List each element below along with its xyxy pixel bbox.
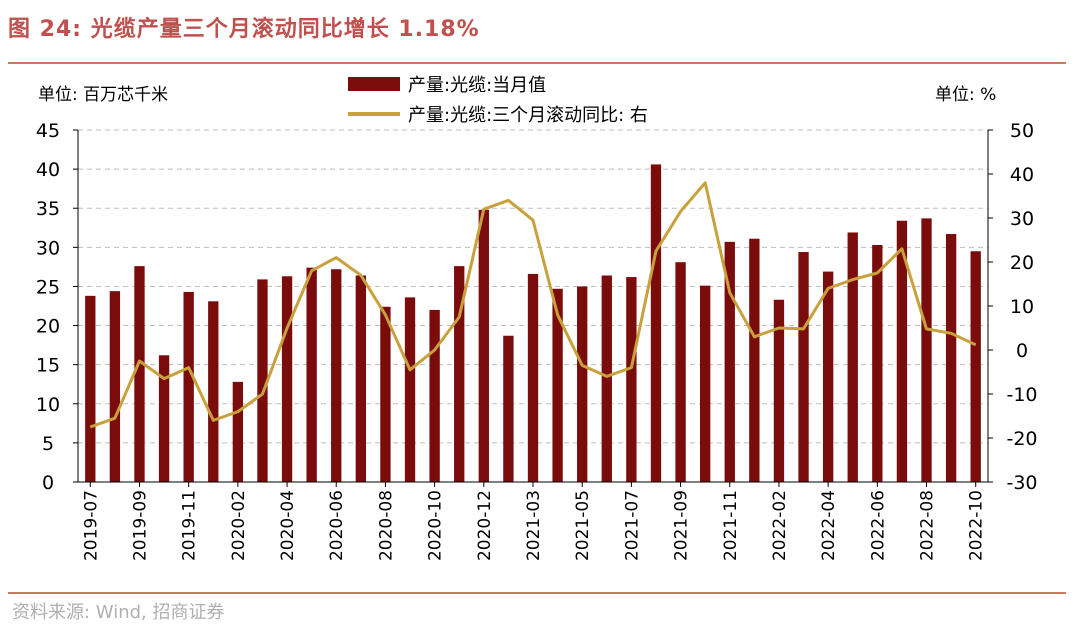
left-tick-label: 30 (36, 237, 60, 259)
left-axis-unit: 单位: 百万芯千米 (38, 85, 169, 105)
x-tick-label: 2020-10 (426, 490, 446, 561)
bar (257, 279, 268, 482)
left-tick-label: 20 (36, 316, 60, 338)
tick-labels: 0 5 10 15 20 25 30 35 40 45 -30 -20 -10 0 10 20 30 40 50 20… (36, 120, 1038, 561)
top-divider (8, 62, 1066, 64)
bar (109, 291, 121, 482)
right-tick-label: 0 (1016, 340, 1028, 362)
bar (158, 355, 170, 482)
bar (699, 285, 711, 482)
bar (281, 276, 293, 482)
bar (675, 262, 686, 482)
bar-series (85, 164, 981, 482)
x-tick-label: 2020-02 (229, 490, 249, 561)
left-tick-label: 5 (42, 433, 54, 455)
bar (847, 232, 858, 482)
bar (232, 381, 244, 482)
bar (822, 271, 834, 482)
x-tick-label: 2022-08 (918, 490, 938, 561)
bar (970, 251, 981, 482)
bar (306, 267, 317, 482)
bar (503, 335, 514, 482)
x-tick-label: 2021-03 (524, 490, 544, 561)
legend-bar-label: 产量:光缆:当月值 (408, 75, 547, 96)
x-tick-label: 2022-04 (819, 490, 839, 561)
right-axis-unit: 单位: % (935, 85, 997, 105)
x-tick-label: 2022-06 (868, 490, 888, 561)
x-tick-label: 2019-11 (180, 490, 200, 561)
bar (429, 309, 440, 482)
bar (921, 218, 932, 482)
x-tick-label: 2022-10 (967, 490, 987, 561)
bar (355, 275, 367, 482)
bar (749, 238, 760, 482)
bar (454, 266, 465, 482)
bar (380, 306, 391, 482)
right-tick-label: 50 (1010, 120, 1034, 142)
legend-bar-swatch (348, 77, 400, 91)
right-tick-label: -10 (1006, 384, 1037, 406)
left-tick-label: 10 (36, 394, 60, 416)
legend-line-swatch (348, 112, 400, 116)
right-tick-label: -20 (1006, 428, 1037, 450)
x-tick-label: 2020-04 (278, 490, 298, 561)
bar (626, 277, 637, 482)
right-tick-label: 40 (1010, 164, 1034, 186)
right-tick-label: 10 (1010, 296, 1034, 318)
bar (527, 273, 539, 482)
left-tick-label: 0 (42, 472, 54, 494)
bar (945, 234, 957, 482)
bar (552, 288, 563, 482)
left-tick-label: 35 (36, 198, 60, 220)
legend-line-label: 产量:光缆:三个月滚动同比: 右 (408, 105, 648, 126)
x-tick-label: 2021-07 (622, 490, 642, 561)
x-tick-label: 2021-11 (721, 490, 741, 561)
right-tick-label: 20 (1010, 252, 1034, 274)
bar (331, 269, 342, 482)
bar (650, 164, 662, 482)
x-tick-label: 2020-08 (376, 490, 396, 561)
x-tick-label: 2021-05 (573, 490, 593, 561)
bar (577, 286, 588, 482)
bar (724, 241, 735, 482)
legend-item-line: 产量:光缆:三个月滚动同比: 右 (348, 102, 648, 126)
x-tick-label: 2019-09 (130, 490, 150, 561)
left-tick-label: 15 (36, 355, 60, 377)
x-tick-label: 2020-12 (475, 490, 495, 561)
left-tick-label: 45 (36, 120, 60, 142)
bar (404, 297, 416, 482)
bar (183, 291, 194, 482)
source-note: 资料来源: Wind, 招商证券 (12, 602, 225, 623)
axes (73, 129, 993, 487)
bar (872, 244, 883, 482)
legend-item-bar: 产量:光缆:当月值 (348, 72, 546, 96)
bar (601, 275, 612, 482)
right-tick-label: 30 (1010, 208, 1034, 230)
bar (478, 209, 489, 482)
left-tick-label: 25 (36, 276, 60, 298)
bar (208, 301, 219, 482)
x-tick-label: 2022-02 (770, 490, 790, 561)
line-series (89, 181, 977, 429)
x-tick-label: 2021-09 (672, 490, 692, 561)
chart-title: 图 24: 光缆产量三个月滚动同比增长 1.18% (8, 17, 480, 42)
right-tick-label: -30 (1006, 472, 1037, 494)
yoy-line (89, 181, 977, 429)
x-tick-label: 2019-07 (81, 490, 101, 561)
bar (773, 299, 785, 482)
bar (896, 220, 908, 482)
bar (798, 252, 809, 482)
x-tick-label: 2020-06 (327, 490, 347, 561)
bar (85, 295, 96, 482)
left-tick-label: 40 (36, 159, 60, 181)
bottom-divider (8, 592, 1066, 594)
bar (134, 266, 145, 482)
